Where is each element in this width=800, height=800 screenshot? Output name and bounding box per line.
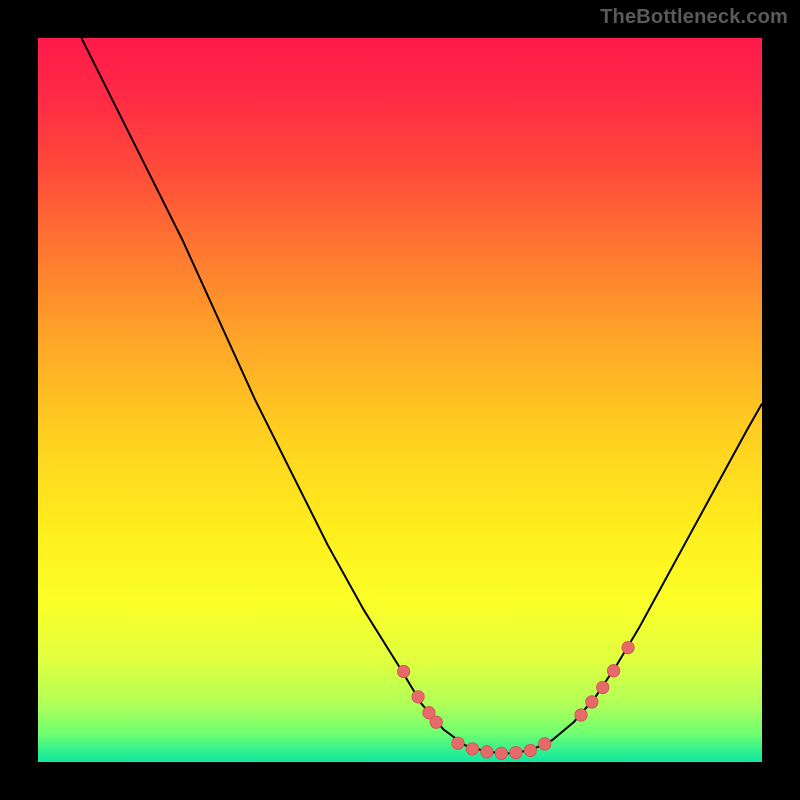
curve-layer xyxy=(38,38,762,762)
data-marker xyxy=(412,691,424,703)
data-marker xyxy=(575,709,587,721)
data-marker xyxy=(597,681,609,693)
data-marker xyxy=(539,738,551,750)
data-marker xyxy=(622,641,634,653)
plot-area xyxy=(38,38,762,762)
data-marker xyxy=(510,746,522,758)
data-marker xyxy=(524,744,536,756)
data-marker xyxy=(495,747,507,759)
data-marker xyxy=(430,716,442,728)
chart-container: TheBottleneck.com xyxy=(0,0,800,800)
data-marker xyxy=(397,665,409,677)
bottleneck-curve xyxy=(81,38,762,753)
data-marker xyxy=(452,737,464,749)
data-marker xyxy=(607,665,619,677)
data-marker xyxy=(481,746,493,758)
watermark-text: TheBottleneck.com xyxy=(600,6,788,29)
data-marker xyxy=(586,696,598,708)
data-marker xyxy=(466,743,478,755)
marker-group xyxy=(397,641,634,759)
